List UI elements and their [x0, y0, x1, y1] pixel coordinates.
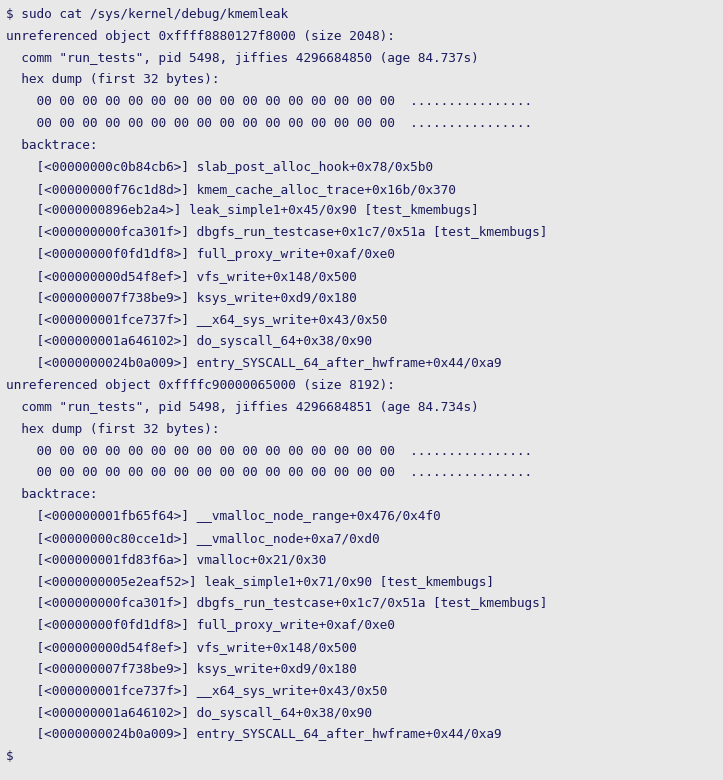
- Text: comm "run_tests", pid 5498, jiffies 4296684850 (age 84.737s): comm "run_tests", pid 5498, jiffies 4296…: [6, 51, 479, 65]
- Text: [<000000007f738be9>] ksys_write+0xd9/0x180: [<000000007f738be9>] ksys_write+0xd9/0x1…: [6, 663, 356, 675]
- Text: hex dump (first 32 bytes):: hex dump (first 32 bytes):: [6, 423, 220, 436]
- Text: [<00000000c0b84cb6>] slab_post_alloc_hook+0x78/0x5b0: [<00000000c0b84cb6>] slab_post_alloc_hoo…: [6, 161, 433, 174]
- Text: backtrace:: backtrace:: [6, 488, 98, 502]
- Text: unreferenced object 0xffff8880127f8000 (size 2048):: unreferenced object 0xffff8880127f8000 (…: [6, 30, 395, 43]
- Text: [<00000000f76c1d8d>] kmem_cache_alloc_trace+0x16b/0x370: [<00000000f76c1d8d>] kmem_cache_alloc_tr…: [6, 183, 456, 196]
- Text: [<00000000c80cce1d>] __vmalloc_node+0xa7/0xd0: [<00000000c80cce1d>] __vmalloc_node+0xa7…: [6, 532, 380, 545]
- Text: [<000000001a646102>] do_syscall_64+0x38/0x90: [<000000001a646102>] do_syscall_64+0x38/…: [6, 707, 372, 719]
- Text: unreferenced object 0xffffc90000065000 (size 8192):: unreferenced object 0xffffc90000065000 (…: [6, 379, 395, 392]
- Text: [<0000000005e2eaf52>] leak_simple1+0x71/0x90 [test_kmembugs]: [<0000000005e2eaf52>] leak_simple1+0x71/…: [6, 576, 494, 589]
- Text: [<000000007f738be9>] ksys_write+0xd9/0x180: [<000000007f738be9>] ksys_write+0xd9/0x1…: [6, 292, 356, 305]
- Text: 00 00 00 00 00 00 00 00 00 00 00 00 00 00 00 00  ................: 00 00 00 00 00 00 00 00 00 00 00 00 00 0…: [6, 466, 532, 480]
- Text: 00 00 00 00 00 00 00 00 00 00 00 00 00 00 00 00  ................: 00 00 00 00 00 00 00 00 00 00 00 00 00 0…: [6, 95, 532, 108]
- Text: [<0000000024b0a009>] entry_SYSCALL_64_after_hwframe+0x44/0xa9: [<0000000024b0a009>] entry_SYSCALL_64_af…: [6, 729, 502, 741]
- Text: [<000000000d54f8ef>] vfs_write+0x148/0x500: [<000000000d54f8ef>] vfs_write+0x148/0x5…: [6, 270, 356, 283]
- Text: backtrace:: backtrace:: [6, 139, 98, 152]
- Text: [<000000001a646102>] do_syscall_64+0x38/0x90: [<000000001a646102>] do_syscall_64+0x38/…: [6, 335, 372, 349]
- Text: [<000000001fce737f>] __x64_sys_write+0x43/0x50: [<000000001fce737f>] __x64_sys_write+0x4…: [6, 314, 388, 327]
- Text: [<000000000d54f8ef>] vfs_write+0x148/0x500: [<000000000d54f8ef>] vfs_write+0x148/0x5…: [6, 641, 356, 654]
- Text: [<0000000024b0a009>] entry_SYSCALL_64_after_hwframe+0x44/0xa9: [<0000000024b0a009>] entry_SYSCALL_64_af…: [6, 357, 502, 370]
- Text: [<00000000f0fd1df8>] full_proxy_write+0xaf/0xe0: [<00000000f0fd1df8>] full_proxy_write+0x…: [6, 248, 395, 261]
- Text: $: $: [6, 750, 14, 763]
- Text: [<000000001fd83f6a>] vmalloc+0x21/0x30: [<000000001fd83f6a>] vmalloc+0x21/0x30: [6, 554, 326, 567]
- Text: [<000000000fca301f>] dbgfs_run_testcase+0x1c7/0x51a [test_kmembugs]: [<000000000fca301f>] dbgfs_run_testcase+…: [6, 226, 547, 239]
- Text: [<00000000f0fd1df8>] full_proxy_write+0xaf/0xe0: [<00000000f0fd1df8>] full_proxy_write+0x…: [6, 619, 395, 633]
- Text: [<000000001fce737f>] __x64_sys_write+0x43/0x50: [<000000001fce737f>] __x64_sys_write+0x4…: [6, 685, 388, 697]
- Text: $ sudo cat /sys/kernel/debug/kmemleak: $ sudo cat /sys/kernel/debug/kmemleak: [6, 8, 288, 21]
- Text: comm "run_tests", pid 5498, jiffies 4296684851 (age 84.734s): comm "run_tests", pid 5498, jiffies 4296…: [6, 401, 479, 414]
- Text: [<000000000fca301f>] dbgfs_run_testcase+0x1c7/0x51a [test_kmembugs]: [<000000000fca301f>] dbgfs_run_testcase+…: [6, 597, 547, 611]
- Text: [<0000000896eb2a4>] leak_simple1+0x45/0x90 [test_kmembugs]: [<0000000896eb2a4>] leak_simple1+0x45/0x…: [6, 204, 479, 218]
- Text: hex dump (first 32 bytes):: hex dump (first 32 bytes):: [6, 73, 220, 87]
- Text: [<000000001fb65f64>] __vmalloc_node_range+0x476/0x4f0: [<000000001fb65f64>] __vmalloc_node_rang…: [6, 510, 440, 523]
- Text: 00 00 00 00 00 00 00 00 00 00 00 00 00 00 00 00  ................: 00 00 00 00 00 00 00 00 00 00 00 00 00 0…: [6, 117, 532, 130]
- Text: 00 00 00 00 00 00 00 00 00 00 00 00 00 00 00 00  ................: 00 00 00 00 00 00 00 00 00 00 00 00 00 0…: [6, 445, 532, 458]
